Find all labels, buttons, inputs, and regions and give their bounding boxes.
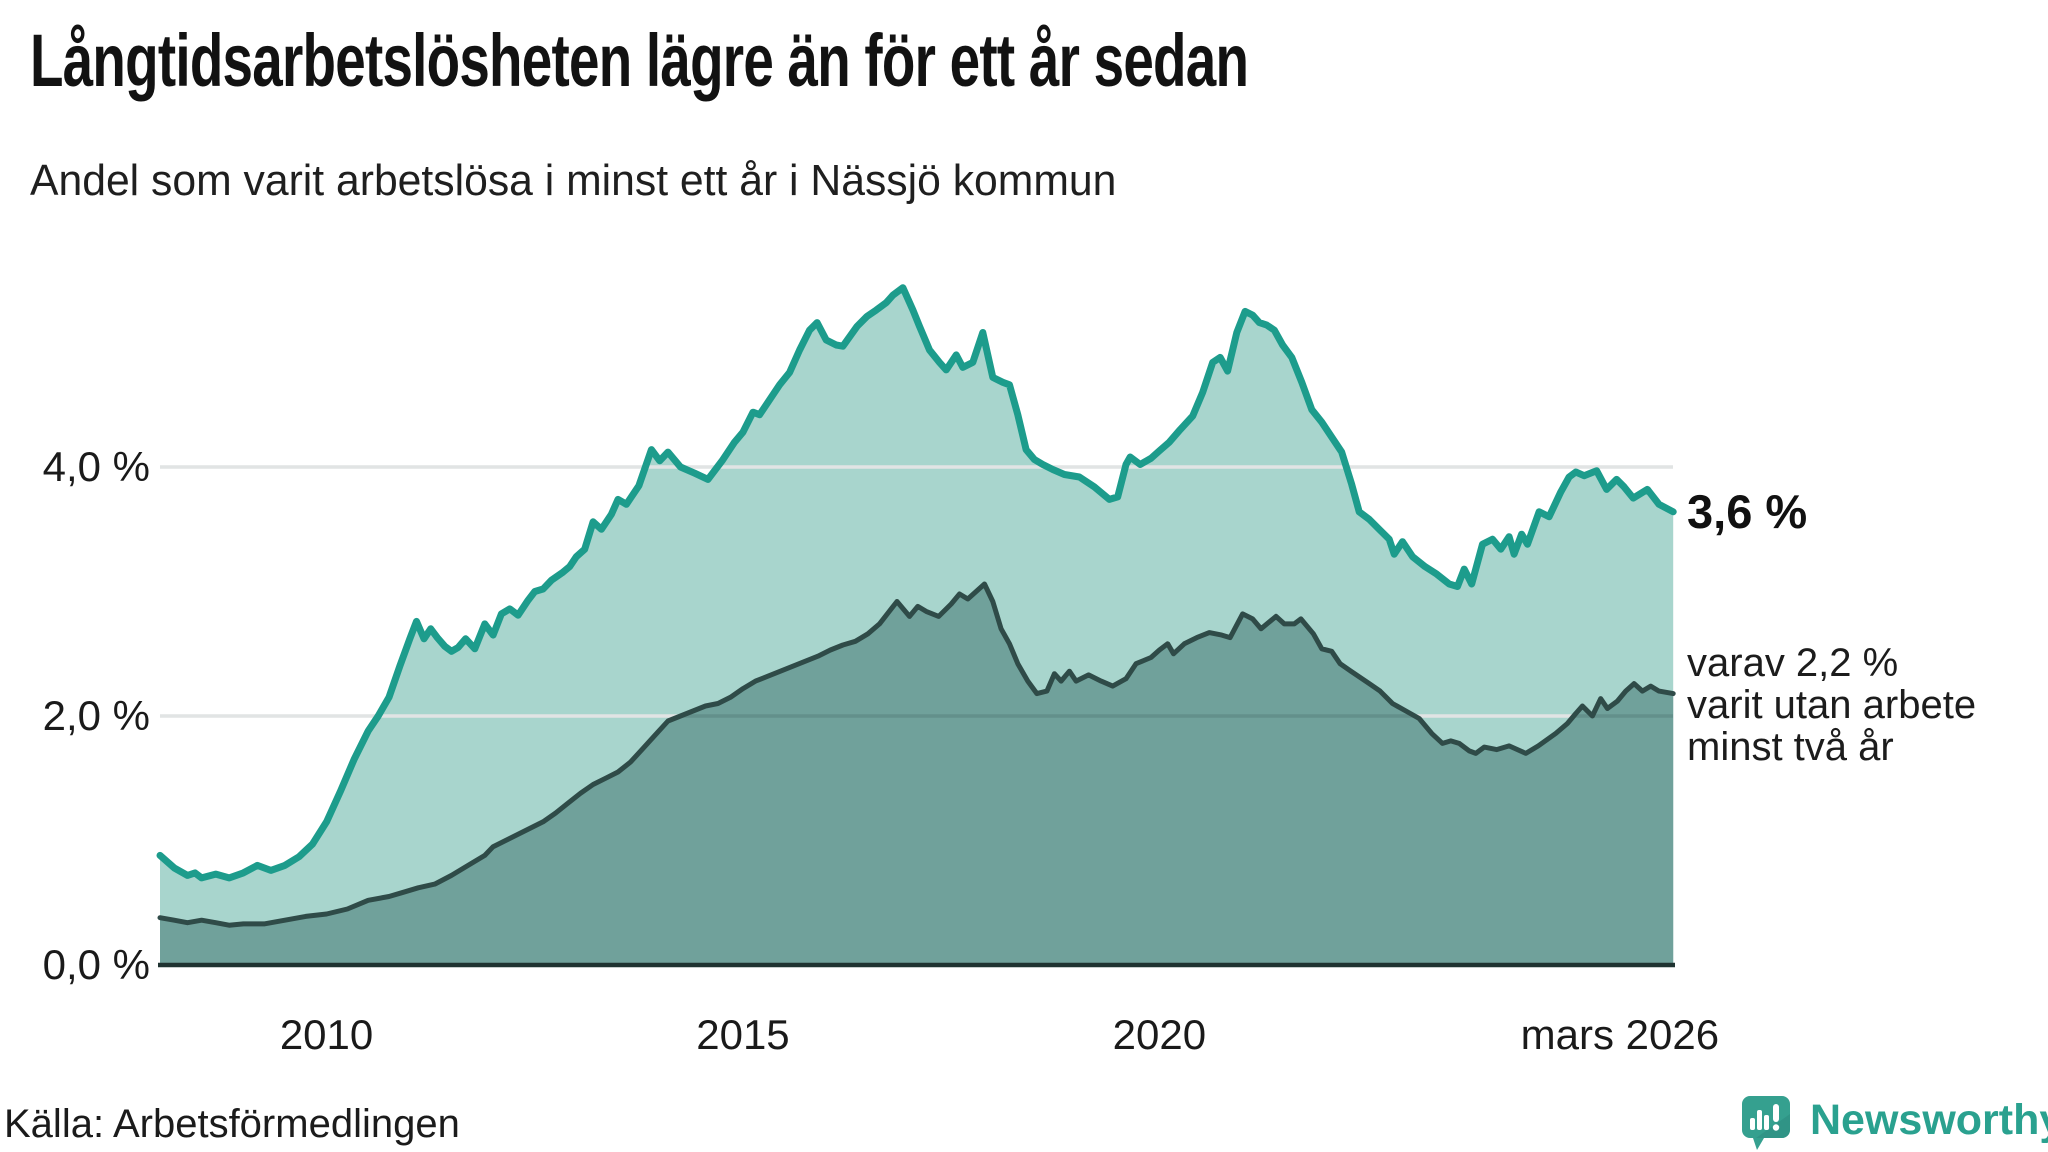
y-tick-label-4: 4,0 % bbox=[42, 443, 150, 490]
newsworthy-logo-text: Newsworthy bbox=[1810, 1096, 2048, 1144]
page-title: Långtidsarbetslösheten lägre än för ett … bbox=[30, 19, 1249, 102]
secondary-annotation: varav 2,2 % varit utan arbete minst två … bbox=[1687, 642, 1976, 768]
line-one-year bbox=[156, 284, 1677, 882]
newsworthy-logo-icon bbox=[1742, 1096, 1790, 1150]
x-tick-label-2020: 2020 bbox=[1112, 1011, 1207, 1058]
x-tick-label-mars-2026: mars 2026 bbox=[1520, 1011, 1720, 1058]
latest-value-annotation: 3,6 % bbox=[1687, 485, 1808, 538]
secondary-annotation-line3: minst två år bbox=[1687, 725, 1894, 769]
area-fill-two-years bbox=[160, 584, 1674, 965]
page-subtitle: Andel som varit arbetslösa i minst ett å… bbox=[30, 156, 1117, 205]
y-tick-label-2: 2,0 % bbox=[42, 692, 150, 739]
y-tick-label-0: 0,0 % bbox=[42, 941, 150, 988]
secondary-annotation-line1: varav 2,2 % bbox=[1687, 641, 1899, 685]
x-tick-label-2010: 2010 bbox=[279, 1011, 374, 1058]
x-tick-label-2015: 2015 bbox=[696, 1011, 790, 1058]
line-two-years bbox=[157, 581, 1676, 928]
source-label: Källa: Arbetsförmedlingen bbox=[4, 1102, 460, 1146]
secondary-annotation-line2: varit utan arbete bbox=[1687, 683, 1977, 727]
